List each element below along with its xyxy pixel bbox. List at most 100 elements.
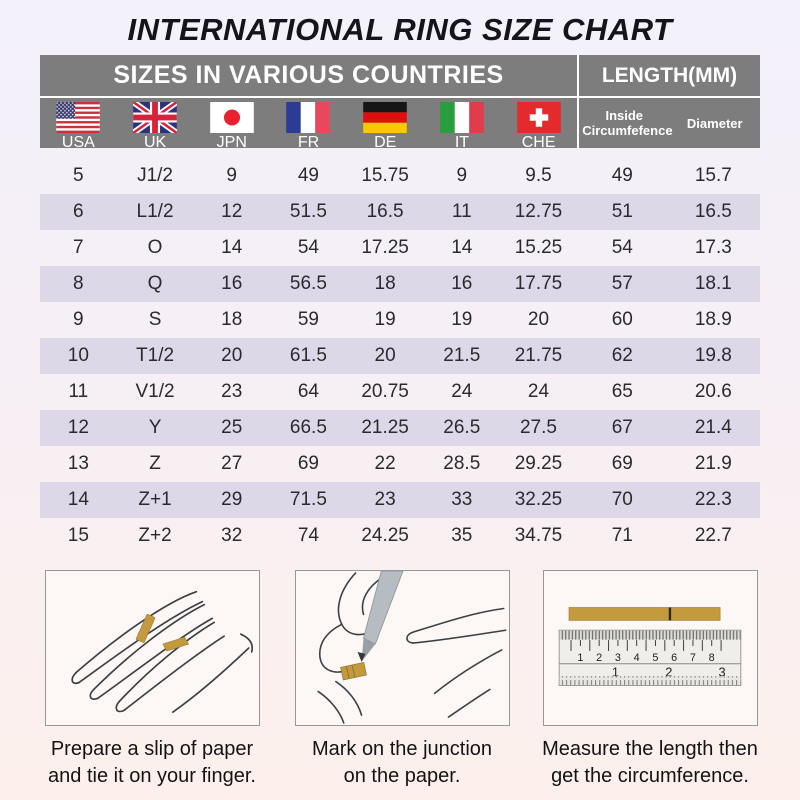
country-label: IT <box>454 134 470 151</box>
ring-size-cell: 22.3 <box>694 489 732 510</box>
ring-size-cell: Y <box>148 417 162 438</box>
ring-size-cell: L1/2 <box>136 201 174 222</box>
country-usa: USA <box>40 102 117 151</box>
ring-size-cell: 19 <box>451 309 473 330</box>
size-table-header: SIZES IN VARIOUS COUNTRIES LENGTH(MM) <box>40 55 760 151</box>
ring-size-row: 7 O 14 54 17.25 14 15.25 54 17.3 <box>40 230 760 266</box>
ring-size-cell: 21.5 <box>443 345 481 366</box>
ring-size-cell: 6 <box>73 201 84 222</box>
ring-size-cell: 59 <box>297 309 319 330</box>
country-flags-row: USA UK JPN <box>40 98 577 151</box>
ring-size-cell: 7 <box>73 237 84 258</box>
ring-size-cell: 18.1 <box>694 273 732 294</box>
ring-size-cell: 16 <box>221 273 243 294</box>
ring-size-cell: 24 <box>451 381 473 402</box>
ring-size-cell: Z+1 <box>138 489 172 510</box>
page-title: INTERNATIONAL RING SIZE CHART <box>127 12 673 47</box>
ring-size-cell: O <box>147 237 163 258</box>
ring-size-cell: 29 <box>221 489 243 510</box>
ring-size-cell: 23 <box>374 489 396 510</box>
ring-size-cell: 18 <box>374 273 396 294</box>
ring-size-cell: 66.5 <box>289 417 327 438</box>
size-table-body: 5 J1/2 9 49 15.75 9 9.5 49 15.7 6 L1/2 12 51.5 16.5 11… <box>40 158 760 554</box>
svg-text:3: 3 <box>615 652 621 664</box>
ring-size-row: 5 J1/2 9 49 15.75 9 9.5 49 15.7 <box>40 158 760 194</box>
ring-size-cell: 18.9 <box>694 309 732 330</box>
svg-text:8: 8 <box>709 652 715 664</box>
step1-illustration-box <box>45 570 260 726</box>
ring-size-cell: 65 <box>611 381 633 402</box>
hand-marking-pen-icon <box>317 571 507 724</box>
ring-size-cell: 57 <box>611 273 633 294</box>
step1-caption: Prepare a slip of paper and tie it on yo… <box>48 738 256 787</box>
ring-size-cell: 9 <box>73 309 84 330</box>
country-label: JPN <box>216 134 247 151</box>
ring-size-cell: 16.5 <box>366 201 404 222</box>
country-italy: IT <box>424 102 501 151</box>
ring-size-cell: 54 <box>611 237 633 258</box>
ring-size-cell: 20.6 <box>694 381 732 402</box>
ring-size-cell: 12 <box>221 201 243 222</box>
ring-size-cell: 24 <box>527 381 550 402</box>
length-header: LENGTH(MM) <box>579 55 760 96</box>
svg-text:7: 7 <box>690 652 696 664</box>
ring-size-cell: J1/2 <box>137 165 173 186</box>
ring-size-cell: 20 <box>527 309 550 330</box>
sizes-header: SIZES IN VARIOUS COUNTRIES <box>40 55 577 96</box>
ring-size-row: 6 L1/2 12 51.5 16.5 11 12.75 51 16.5 <box>40 194 760 230</box>
ring-size-row: 13 Z 27 69 22 28.5 29.25 69 21.9 <box>40 446 760 482</box>
svg-text:3: 3 <box>719 665 726 680</box>
ring-size-cell: 14 <box>67 489 89 510</box>
ring-size-cell: 21.25 <box>361 417 409 438</box>
ring-size-cell: 11 <box>68 381 89 402</box>
ring-size-cell: 20 <box>374 345 396 366</box>
ring-size-cell: 60 <box>611 309 633 330</box>
ring-size-cell: 11 <box>451 201 472 222</box>
ring-size-cell: 10 <box>67 345 89 366</box>
ring-size-cell: 74 <box>297 525 319 546</box>
ring-size-cell: 9 <box>456 165 468 186</box>
ring-size-cell: 16.5 <box>694 201 732 222</box>
ring-size-cell: 8 <box>73 273 84 294</box>
country-uk: UK <box>117 102 194 151</box>
length-subheaders: Inside Circumfefence Diameter <box>579 98 760 148</box>
ring-size-cell: 13 <box>67 453 89 474</box>
diameter-header: Diameter <box>686 115 743 131</box>
ring-size-cell: 15 <box>67 525 89 546</box>
japan-flag-icon <box>209 102 254 133</box>
uk-flag-icon <box>133 102 178 133</box>
ring-size-cell: 21.4 <box>694 417 732 438</box>
ring-size-cell: S <box>148 309 162 330</box>
france-flag-icon <box>286 102 331 133</box>
ring-size-cell: 23 <box>221 381 243 402</box>
ring-size-cell: 62 <box>611 345 633 366</box>
ring-size-cell: 34.75 <box>514 525 563 546</box>
ring-size-row: 10 T1/2 20 61.5 20 21.5 21.75 62 19.8 <box>40 338 760 374</box>
ring-size-cell: 15.7 <box>694 165 732 186</box>
ring-size-cell: 27.5 <box>519 417 557 438</box>
ring-size-cell: 51.5 <box>289 201 327 222</box>
country-label: UK <box>143 134 167 151</box>
step2-illustration-box <box>295 570 510 726</box>
ring-size-cell: 12.75 <box>514 201 563 222</box>
ring-size-cell: 12 <box>67 417 89 438</box>
ring-size-cell: 20 <box>221 345 243 366</box>
ring-size-row: 12 Y 25 66.5 21.25 26.5 27.5 67 21.4 <box>40 410 760 446</box>
ring-size-cell: 16 <box>451 273 473 294</box>
ring-size-cell: 9 <box>226 165 237 186</box>
ring-size-cell: 64 <box>297 381 319 402</box>
svg-text:2: 2 <box>596 652 602 664</box>
ring-size-cell: 19 <box>374 309 396 330</box>
ring-size-cell: 61.5 <box>289 345 327 366</box>
ring-size-cell: 25 <box>221 417 243 438</box>
ring-size-cell: 17.25 <box>361 237 409 258</box>
ring-size-cell: 49 <box>611 165 633 186</box>
svg-text:1: 1 <box>577 652 583 664</box>
ring-size-cell: 20.75 <box>361 381 409 402</box>
ring-size-cell: 32 <box>221 525 243 546</box>
ring-size-cell: 33 <box>451 489 473 510</box>
country-switzerland: CHE <box>500 102 577 151</box>
country-japan: JPN <box>193 102 270 151</box>
